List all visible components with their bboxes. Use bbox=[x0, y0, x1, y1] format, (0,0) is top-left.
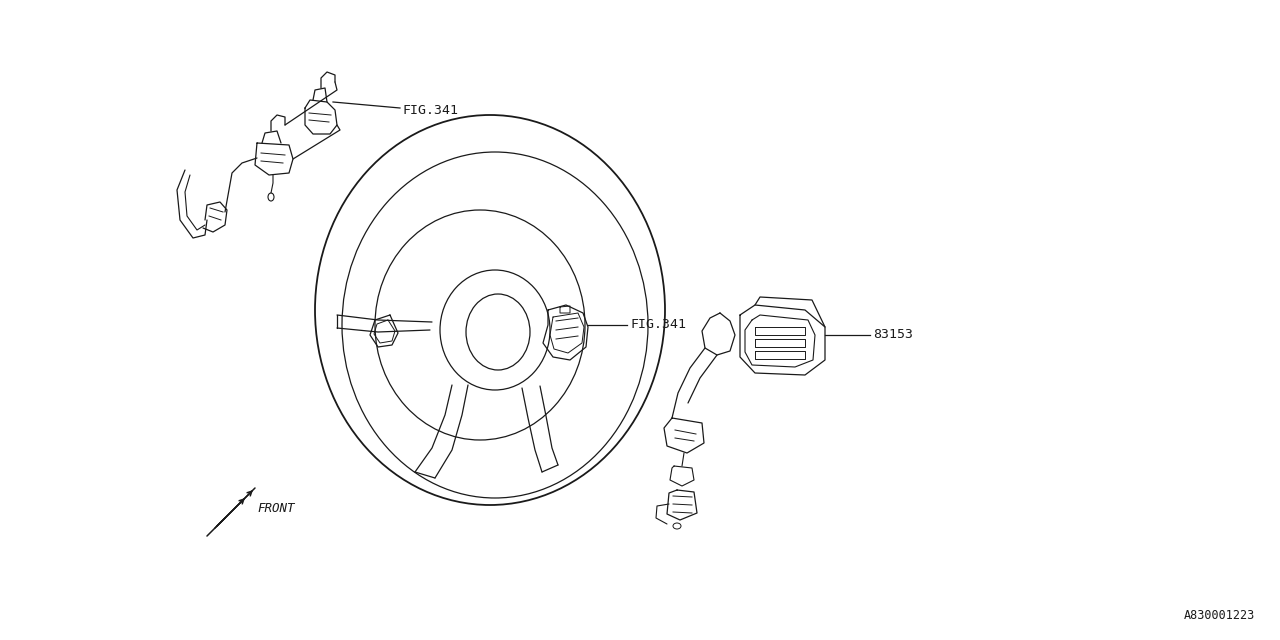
Text: FIG.341: FIG.341 bbox=[630, 319, 686, 332]
Text: FIG.341: FIG.341 bbox=[403, 104, 460, 116]
Text: A830001223: A830001223 bbox=[1184, 609, 1254, 622]
Text: FRONT: FRONT bbox=[257, 502, 294, 515]
Text: 83153: 83153 bbox=[873, 328, 913, 342]
